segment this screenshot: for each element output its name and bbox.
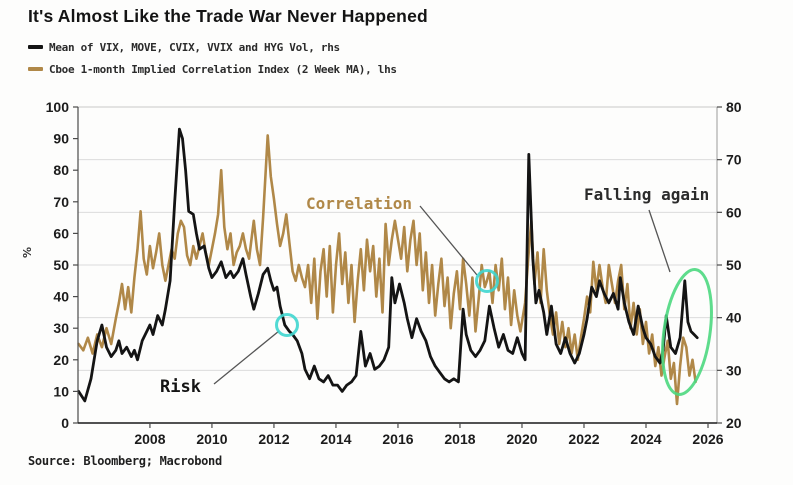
y-left-tick-label: 90	[53, 131, 69, 147]
annotation-leader-line	[419, 205, 478, 276]
y-right-tick-label: 70	[726, 152, 742, 168]
annotation-correlation: Correlation	[306, 194, 412, 213]
legend-label-implied-correlation: Cboe 1-month Implied Correlation Index (…	[49, 62, 397, 76]
legend-label-mean-vol: Mean of VIX, MOVE, CVIX, VVIX and HYG Vo…	[49, 40, 340, 54]
x-tick-label: 2022	[568, 431, 599, 447]
annotation-leader-line	[648, 209, 671, 273]
y-left-tick-label: 60	[53, 225, 69, 241]
highlight-circle	[475, 269, 499, 293]
annotation-risk: Risk	[160, 377, 201, 397]
legend-item-mean-vol: Mean of VIX, MOVE, CVIX, VVIX and HYG Vo…	[28, 36, 397, 58]
falling-again-ellipse	[661, 268, 713, 396]
chart-title: It's Almost Like the Trade War Never Hap…	[28, 6, 428, 26]
x-tick-label: 2010	[196, 431, 227, 447]
y-right-tick-label: 20	[726, 415, 742, 431]
x-tick-label: 2018	[444, 431, 475, 447]
x-tick-label: 2012	[258, 431, 289, 447]
y-left-tick-label: 70	[53, 194, 69, 210]
legend-item-implied-correlation: Cboe 1-month Implied Correlation Index (…	[28, 58, 397, 80]
y-left-tick-label: 40	[53, 289, 69, 305]
mean-vol-line-swatch	[28, 45, 43, 49]
x-tick-label: 2008	[134, 431, 165, 447]
x-tick-label: 2016	[382, 431, 413, 447]
x-tick-label: 2024	[630, 431, 661, 447]
y-right-tick-label: 40	[726, 310, 742, 326]
x-tick-label: 2026	[692, 431, 723, 447]
implied-correlation-line	[77, 134, 697, 406]
source-text: Source: Bloomberg; Macrobond	[28, 454, 222, 468]
annotation-falling-again: Falling again	[584, 185, 709, 204]
y-left-tick-label: 10	[53, 383, 69, 399]
highlight-circle	[275, 313, 299, 337]
y-left-tick-label: 20	[53, 352, 69, 368]
y-right-tick-label: 30	[726, 362, 742, 378]
y-right-tick-label: 50	[726, 257, 742, 273]
implied-correlation-line-swatch	[28, 67, 43, 71]
y-left-tick-label: 80	[53, 162, 69, 178]
x-tick-label: 2020	[506, 431, 537, 447]
y-left-tick-label: 100	[46, 99, 70, 115]
y-left-tick-label: 30	[53, 320, 69, 336]
y-left-tick-label: 0	[61, 415, 69, 431]
y-right-tick-label: 60	[726, 204, 742, 220]
y-right-tick-label: 80	[726, 99, 742, 115]
annotation-leader-line	[213, 330, 280, 385]
y-left-tick-label: 50	[53, 257, 69, 273]
mean-vol-line	[77, 127, 699, 403]
x-tick-label: 2014	[320, 431, 351, 447]
legend: Mean of VIX, MOVE, CVIX, VVIX and HYG Vo…	[28, 36, 397, 80]
